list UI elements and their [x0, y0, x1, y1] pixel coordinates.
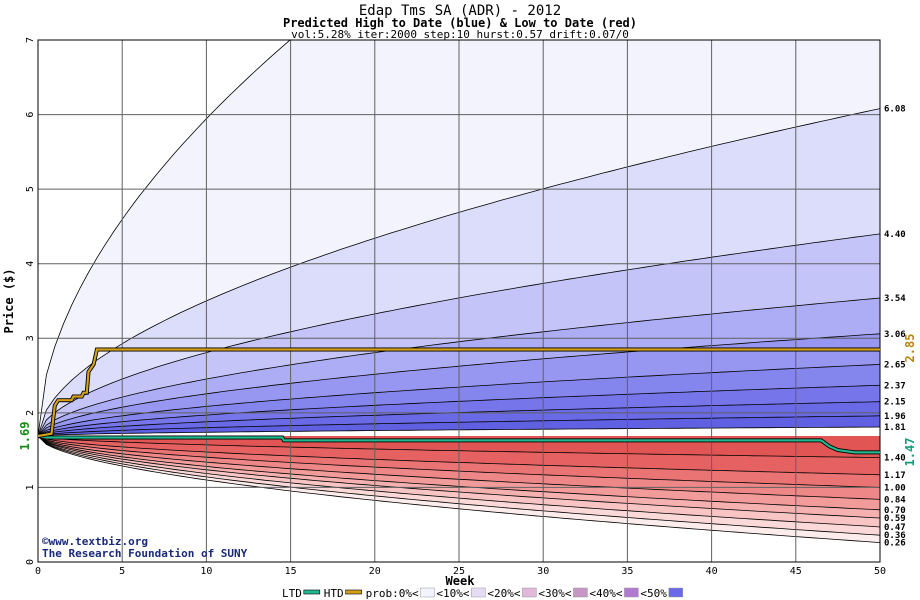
- x-tick-label-2: 10: [200, 566, 212, 577]
- level-label-11: 0.36: [884, 531, 906, 541]
- x-tick-label-8: 40: [706, 566, 718, 577]
- y-tick-label-3: 3: [25, 335, 36, 341]
- level-labels: 6.08 4.40 3.54 3.06 2.65 2.37 2.15 1.961.81 0.26…: [884, 105, 906, 549]
- x-tick-label-3: 15: [285, 566, 297, 577]
- y-axis-ticks: 0 1 2 3 4 5 6 7: [25, 37, 36, 565]
- x-axis-ticks: 0 5 10 15 20 25 30 35 40 45 50: [35, 566, 886, 577]
- legend: LTD HTD prob:0%< <10%< <20%< <30%< <40%< <50%: [282, 587, 684, 600]
- low-band-4: [38, 436, 880, 510]
- y-tick-label-5: 5: [25, 186, 36, 192]
- low-band-5: [38, 436, 880, 500]
- legend-swatch-6: [624, 587, 639, 598]
- level-label-14: 0.70: [884, 506, 906, 516]
- legend-label-0: LTD: [282, 587, 302, 600]
- plot-frame: [37, 39, 881, 563]
- htd-line: [38, 348, 880, 438]
- htd-end-label: 2.85: [903, 334, 917, 363]
- x-tick-label-5: 25: [453, 566, 465, 577]
- x-tick-label-9: 45: [790, 566, 802, 577]
- level-label-8: 1.96: [884, 412, 906, 422]
- y-tick-label-6: 6: [25, 112, 36, 118]
- level-label-4: 3.06: [884, 330, 906, 340]
- level-label-17: 1.17: [884, 471, 906, 481]
- series-lines: [38, 347, 880, 455]
- y-tick-label-0: 0: [25, 559, 36, 565]
- legend-label-2: prob:0%<: [366, 587, 419, 600]
- y-tick-label-1: 1: [25, 484, 36, 490]
- legend-swatch-2: [420, 587, 435, 598]
- chart-subtitle: Predicted High to Date (blue) & Low to D…: [283, 16, 637, 30]
- legend-swatch-1: [345, 589, 362, 595]
- level-label-10: 0.26: [884, 539, 906, 549]
- y-tick-label-2: 2: [25, 410, 36, 416]
- legend-swatch-7: [668, 587, 684, 598]
- legend-label-4: <20%<: [487, 587, 520, 600]
- legend-swatch-4: [522, 587, 537, 598]
- y-tick-label-7: 7: [25, 37, 36, 43]
- legend-label-3: <10%<: [436, 587, 469, 600]
- legend-label-5: <30%<: [538, 587, 571, 600]
- x-tick-label-0: 0: [35, 566, 41, 577]
- level-label-15: 0.84: [884, 495, 906, 505]
- ltd-line: [38, 434, 880, 454]
- x-tick-label-6: 30: [537, 566, 549, 577]
- chart-parameters: vol:5.28% iter:2000 step:10 hurst:0.57 d…: [291, 28, 629, 41]
- level-label-18: 1.40: [884, 454, 906, 464]
- legend-label-6: <40%<: [589, 587, 622, 600]
- high-boundary-0: [38, 40, 291, 437]
- legend-swatch-5: [573, 587, 588, 598]
- level-label-5: 2.65: [884, 360, 906, 370]
- level-label-16: 1.00: [884, 483, 906, 493]
- grid: [38, 40, 880, 562]
- legend-label-1: HTD: [324, 587, 344, 600]
- start-price-label: 1.69: [18, 422, 32, 451]
- legend-swatch-3: [471, 587, 486, 598]
- level-label-7: 2.15: [884, 398, 906, 408]
- level-label-1: 6.08: [884, 105, 906, 115]
- level-label-2: 4.40: [884, 230, 906, 240]
- legend-swatch-0: [303, 589, 321, 595]
- x-axis-label: Week: [446, 574, 476, 588]
- y-axis-label: Price ($): [2, 268, 16, 333]
- x-tick-label-10: 50: [874, 566, 886, 577]
- x-tick-label-7: 35: [621, 566, 633, 577]
- level-label-3: 3.54: [884, 294, 906, 304]
- level-label-12: 0.47: [884, 523, 906, 533]
- credit-url: ©www.textbiz.org: [42, 535, 148, 548]
- x-tick-label-1: 5: [119, 566, 125, 577]
- legend-label-7: <50%: [640, 587, 667, 600]
- chart-title: Edap Tms SA (ADR) - 2012: [359, 3, 561, 19]
- y-tick-label-4: 4: [25, 261, 36, 267]
- high-band-3: [38, 298, 880, 436]
- level-label-6: 2.37: [884, 381, 906, 391]
- level-label-13: 0.59: [884, 514, 906, 524]
- ltd-end-label: 1.47: [903, 438, 917, 467]
- credit-organization: The Research Foundation of SUNY: [42, 547, 248, 560]
- level-label-9: 1.81: [884, 423, 906, 433]
- low-band-6: [38, 436, 880, 488]
- x-tick-label-4: 20: [369, 566, 381, 577]
- high-band-0: [38, 40, 880, 436]
